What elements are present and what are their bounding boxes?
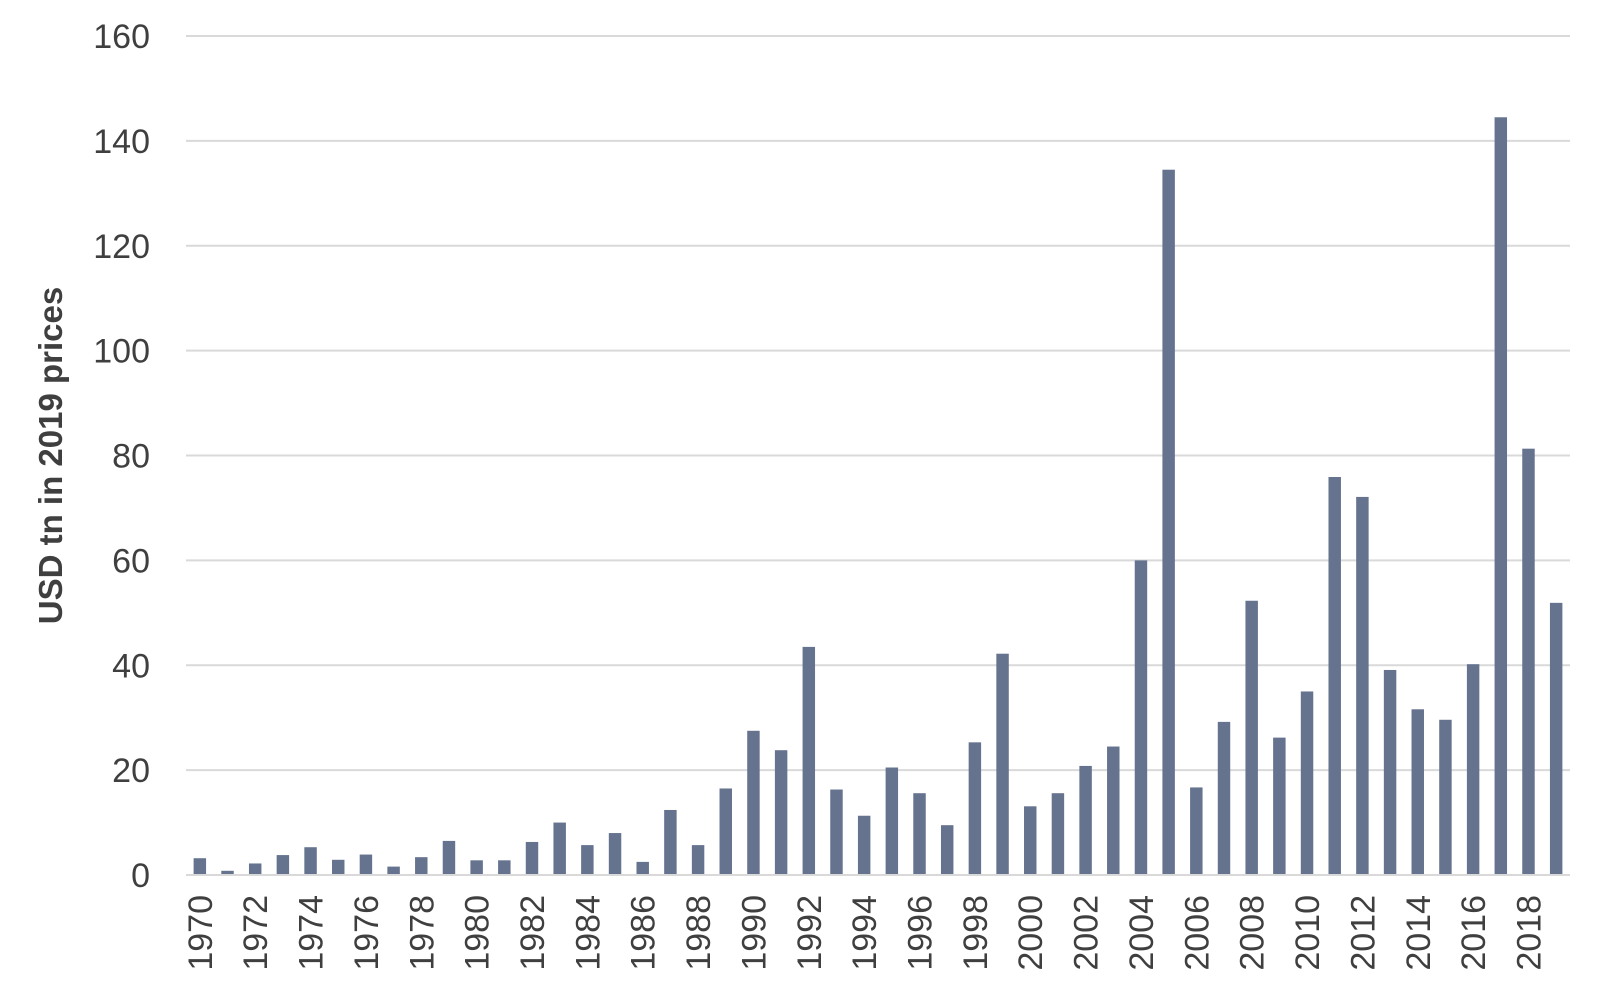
bar-1996	[913, 793, 926, 875]
bar-1998	[968, 742, 982, 875]
bar-1979	[442, 840, 456, 875]
bar-2015	[1439, 719, 1452, 875]
bar-2012	[1356, 496, 1369, 875]
bar-1987	[664, 809, 677, 875]
bar-2006	[1190, 787, 1203, 875]
bar-1985	[608, 833, 622, 875]
bar-2013	[1383, 669, 1397, 875]
y-tick-label: 20	[112, 752, 150, 790]
bar-2008	[1245, 600, 1258, 875]
x-tick-label: 2000	[1012, 895, 1050, 971]
bar-2016	[1466, 664, 1480, 875]
bar-2019	[1549, 602, 1563, 875]
bar-1993	[830, 789, 843, 875]
bar-1989	[719, 788, 732, 875]
x-tick-label: 1990	[735, 895, 773, 971]
y-tick-label: 0	[131, 857, 150, 895]
x-tick-label: 2010	[1289, 895, 1327, 971]
y-axis-ticks: 0 20 40 60 80 100 120 140 160	[93, 18, 150, 895]
bar-2017	[1494, 117, 1508, 875]
bar-2002	[1079, 765, 1092, 875]
bar-2001	[1051, 793, 1065, 875]
y-tick-label: 160	[93, 18, 150, 56]
bar-2005	[1162, 169, 1175, 875]
x-tick-label: 1974	[293, 895, 331, 971]
bar-1986	[636, 861, 649, 875]
y-tick-label: 40	[112, 647, 150, 685]
x-tick-label: 1992	[791, 895, 829, 971]
bar-2010	[1300, 691, 1314, 875]
bar-1982	[525, 841, 539, 875]
x-tick-label: 2006	[1178, 895, 1216, 971]
y-tick-label: 140	[93, 123, 150, 161]
x-tick-label: 1996	[902, 895, 940, 971]
x-tick-label: 1982	[514, 895, 552, 971]
y-axis-label: USD tn in 2019 prices	[32, 287, 69, 624]
x-tick-label: 1976	[348, 895, 386, 971]
bar-1999	[996, 653, 1009, 875]
bar-1970	[193, 858, 207, 875]
bar-1995	[885, 767, 899, 875]
x-tick-label: 1972	[237, 895, 275, 971]
y-tick-label: 60	[112, 542, 150, 580]
bar-1977	[387, 866, 400, 875]
x-tick-label: 1978	[403, 895, 441, 971]
bar-1975	[332, 859, 345, 875]
bar-2009	[1273, 737, 1286, 875]
bar-1994	[857, 815, 871, 875]
bar-2011	[1328, 476, 1341, 875]
bar-1984	[581, 845, 594, 875]
bar-1973	[276, 855, 290, 875]
y-tick-label: 100	[93, 333, 150, 371]
bar-1991	[774, 750, 788, 875]
x-tick-label: 1970	[182, 895, 220, 971]
x-tick-label: 2008	[1234, 895, 1272, 971]
x-tick-label: 1984	[569, 895, 607, 971]
bar-2000	[1024, 806, 1037, 875]
x-tick-label: 2002	[1068, 895, 1106, 971]
x-tick-label: 2018	[1510, 895, 1548, 971]
bar-2018	[1522, 448, 1535, 875]
x-tick-label: 2004	[1123, 895, 1161, 971]
bar-1976	[359, 854, 373, 875]
bar-1971	[221, 870, 234, 875]
x-tick-label: 2012	[1344, 895, 1382, 971]
y-tick-label: 80	[112, 438, 150, 476]
x-tick-label: 1980	[459, 895, 497, 971]
x-axis-ticks: 1970 1972 1974 1976 1978 1980 1982 1984 1986 1988…	[182, 895, 1549, 971]
x-tick-label: 1994	[846, 895, 884, 971]
bar-1978	[415, 857, 428, 875]
x-tick-label: 1988	[680, 895, 718, 971]
bar-1974	[304, 847, 317, 875]
bar-2003	[1107, 746, 1120, 875]
x-tick-label: 1998	[957, 895, 995, 971]
bar-2004	[1134, 560, 1148, 875]
bar-1981	[498, 860, 511, 875]
bar-1992	[802, 646, 816, 875]
x-tick-label: 2016	[1455, 895, 1493, 971]
bar-1980	[470, 860, 483, 875]
gridlines	[186, 35, 1570, 772]
bar-1997	[940, 825, 954, 875]
bar-2007	[1217, 721, 1231, 875]
y-tick-label: 120	[93, 228, 150, 266]
x-tick-label: 1986	[625, 895, 663, 971]
bar-1988	[691, 845, 705, 875]
bars	[193, 117, 1563, 875]
bar-2014	[1411, 709, 1424, 875]
bar-1990	[747, 730, 760, 875]
bar-1972	[248, 863, 262, 875]
x-tick-label: 2014	[1400, 895, 1438, 971]
bar-1983	[553, 822, 566, 875]
